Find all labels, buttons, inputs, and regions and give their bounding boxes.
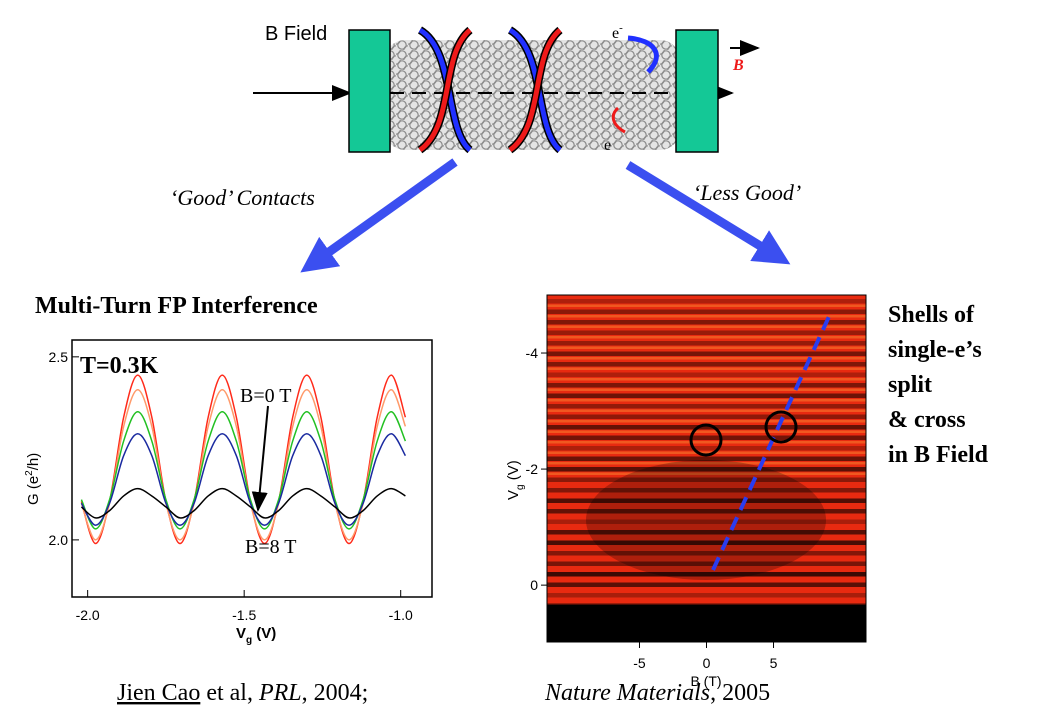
heatmap-stripe — [547, 415, 866, 420]
heatmap-highlight — [547, 357, 866, 360]
y-tick-label: 2.0 — [49, 532, 69, 548]
citation-author: Jien Cao — [117, 680, 200, 706]
x-tick-label: 5 — [770, 655, 778, 671]
y-tick-label: -4 — [526, 345, 539, 361]
heatmap-stripe — [547, 299, 866, 304]
heatmap-highlight — [547, 410, 866, 413]
shells-line: single-e’s — [888, 337, 982, 363]
heatmap-highlight — [547, 420, 866, 423]
good-label: ‘Good’ Contacts — [170, 185, 315, 210]
heatmap-stripe — [547, 383, 866, 388]
heatmap-highlight — [547, 441, 866, 444]
citation-journal: PRL — [258, 680, 302, 706]
annotation-arrow — [258, 406, 268, 510]
electron-label: e — [604, 137, 611, 154]
citation-year: , 2004; — [302, 680, 369, 706]
chart-title: Multi-Turn FP Interference — [35, 293, 318, 319]
x-tick-label: -1.5 — [232, 607, 256, 623]
heatmap-stripe — [547, 320, 866, 325]
citation-journal: Nature Materials — [544, 680, 710, 706]
axis-label-rest: (V) — [252, 625, 276, 642]
heatmap-stripe — [547, 310, 866, 315]
x-tick-label: -2.0 — [76, 607, 100, 623]
heatmap-highlight — [547, 347, 866, 350]
heatmap-stripe — [547, 362, 866, 367]
heatmap-stripe — [547, 436, 866, 441]
heatmap-stripe — [547, 583, 866, 588]
heatmap-dark-band — [547, 605, 866, 642]
heatmap-stripe — [547, 352, 866, 357]
heatmap-stripe — [547, 331, 866, 336]
shells-line: split — [888, 372, 932, 398]
heatmap-highlight — [547, 378, 866, 381]
series-line — [81, 489, 405, 518]
arrow-less-good — [628, 165, 775, 255]
electron-sup: - — [619, 22, 623, 34]
electron: e — [612, 25, 619, 42]
heatmap-highlight — [547, 399, 866, 402]
nanotube-diagram: B Field e- e B ‘Good’ Contacts ‘Less Goo… — [170, 22, 801, 262]
citation-etal: et al, — [200, 680, 259, 706]
heatmap-stripe — [547, 404, 866, 409]
heatmap-stripe — [547, 593, 866, 598]
heatmap-highlight — [547, 389, 866, 392]
axis-label-main: G (e — [25, 476, 42, 505]
shells-line: in B Field — [888, 442, 989, 468]
heatmap-stripe — [547, 373, 866, 378]
arrow-good — [315, 162, 455, 262]
y-tick-label: 2.5 — [49, 349, 69, 365]
contact-left — [349, 30, 390, 152]
shells-text: Shells of single-e’s split & cross in B Fiel… — [888, 302, 989, 468]
axis-label: Vg (V) — [236, 625, 276, 646]
left-chart: -2.0 -1.5 -1.0 2.0 2.5 Vg (V) G (e2/h) T=0.3K B=… — [24, 340, 432, 646]
series-line — [81, 434, 405, 526]
contact-right — [676, 30, 718, 152]
heatmap-stripe — [547, 394, 866, 399]
x-tick-label: -1.0 — [389, 607, 413, 623]
axis-label-main: V — [505, 490, 522, 500]
x-tick-label: 0 — [703, 655, 711, 671]
electron-label: e- — [612, 22, 623, 42]
shells-line: Shells of — [888, 302, 975, 328]
y-tick-label: 0 — [530, 577, 538, 593]
annotation: B=8 T — [245, 536, 296, 558]
citation-year: , 2005 — [710, 680, 770, 706]
axis-label: G (e2/h) — [24, 453, 42, 505]
b-field-label: B Field — [265, 23, 327, 45]
heatmap-highlight — [547, 305, 866, 308]
citation: Jien Cao et al, PRL, 2004; Nature Materi… — [117, 680, 770, 706]
shells-line: & cross — [888, 407, 966, 433]
axis-label-main: V — [236, 625, 246, 642]
annotation: B=0 T — [240, 385, 291, 407]
heatmap-highlight — [547, 431, 866, 434]
axis-label: Vg (V) — [505, 460, 526, 500]
slide: B Field e- e B ‘Good’ Contacts ‘Less Goo… — [0, 0, 1041, 726]
annotation: T=0.3K — [80, 353, 159, 379]
heatmap-highlight — [547, 326, 866, 329]
series-line — [81, 412, 405, 529]
heatmap-highlight — [547, 315, 866, 318]
b-vector-label: B — [732, 57, 744, 74]
heatmap-stripe — [547, 446, 866, 451]
less-good-label: ‘Less Good’ — [693, 180, 801, 205]
heatmap-highlight — [547, 368, 866, 371]
y-tick-label: -2 — [526, 461, 539, 477]
axis-label-rest: /h) — [25, 453, 42, 471]
x-tick-label: -5 — [633, 655, 646, 671]
heatmap-lobe — [586, 460, 826, 580]
axis-label-rest: (V) — [505, 460, 522, 484]
